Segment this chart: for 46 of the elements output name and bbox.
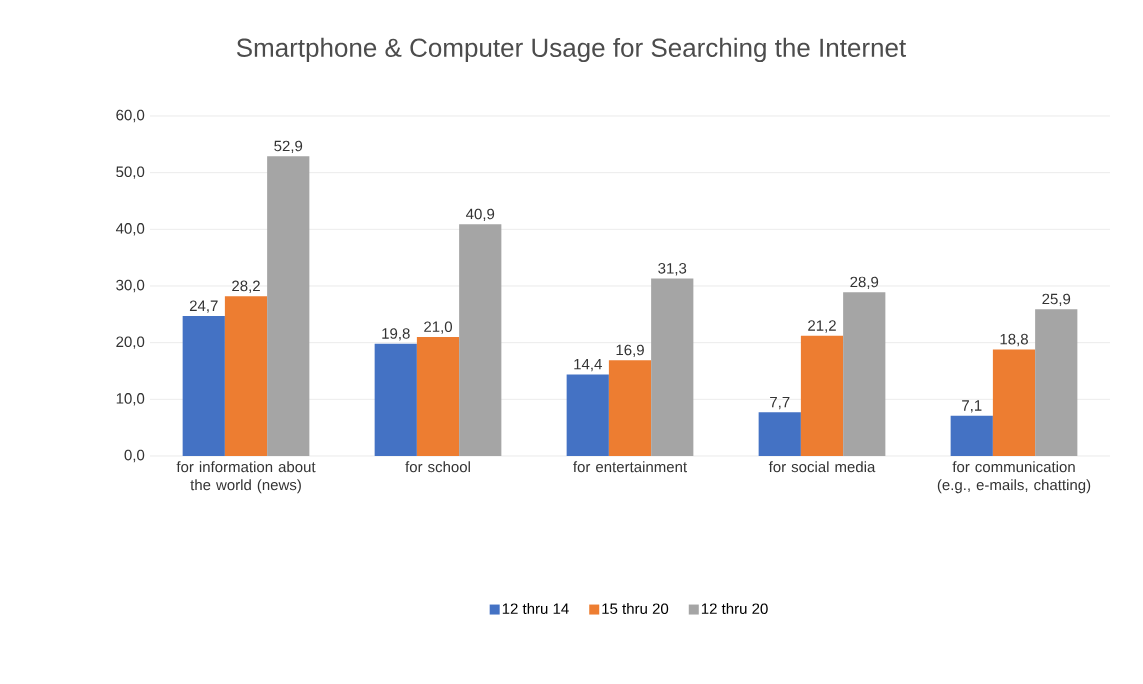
bar: [843, 292, 886, 456]
bar: [416, 336, 460, 456]
data-label: 21,0: [424, 321, 453, 334]
x-tick-label: for school: [405, 461, 470, 473]
x-tick-label: for social media: [768, 461, 876, 473]
x-tick-label: for information about the world (news): [176, 461, 316, 494]
y-tick-label: 30,0: [116, 279, 145, 293]
x-tick-label: for communication (e.g., e-mails, chatting): [937, 461, 1091, 494]
bar: [1035, 309, 1078, 456]
data-label: 21,2: [808, 320, 836, 333]
bar: [608, 360, 652, 456]
bar: [800, 335, 844, 456]
data-label: 7,1: [962, 400, 982, 413]
y-tick-label: 0,0: [124, 449, 145, 463]
data-label: 40,9: [465, 208, 495, 222]
legend-label: 12 thru 20: [701, 602, 768, 614]
data-label: 31,3: [658, 263, 687, 276]
x-tick-label: for entertainment: [573, 461, 687, 473]
bar: [182, 316, 225, 456]
data-label: 14,4: [574, 358, 602, 372]
bar: [374, 343, 417, 456]
y-tick-label: 40,0: [115, 223, 145, 236]
bar: [267, 156, 310, 456]
data-label: 16,9: [616, 344, 644, 358]
bar: [950, 415, 993, 456]
legend-label: 15 thru 20: [602, 602, 669, 614]
bar: [758, 412, 801, 456]
data-label: 52,9: [274, 140, 303, 154]
y-tick-label: 60,0: [116, 109, 145, 123]
bar: [651, 278, 694, 456]
data-label: 24,7: [189, 300, 218, 313]
y-tick-label: 20,0: [116, 336, 145, 349]
bar: [566, 374, 609, 456]
data-label: 25,9: [1042, 293, 1071, 307]
data-label: 28,9: [850, 276, 879, 290]
legend-label: 12 thru 14: [502, 602, 569, 614]
bar: [224, 296, 268, 456]
data-label: 28,2: [232, 280, 260, 293]
bar: [992, 349, 1036, 456]
chart-title: Smartphone & Computer Usage for Searching the Internet: [236, 37, 906, 63]
data-label: 7,7: [770, 396, 790, 410]
y-tick-label: 50,0: [116, 166, 145, 179]
data-label: 18,8: [1000, 333, 1028, 347]
data-label: 19,8: [382, 328, 410, 341]
bar: [459, 224, 502, 456]
y-tick-label: 10,0: [116, 393, 145, 406]
